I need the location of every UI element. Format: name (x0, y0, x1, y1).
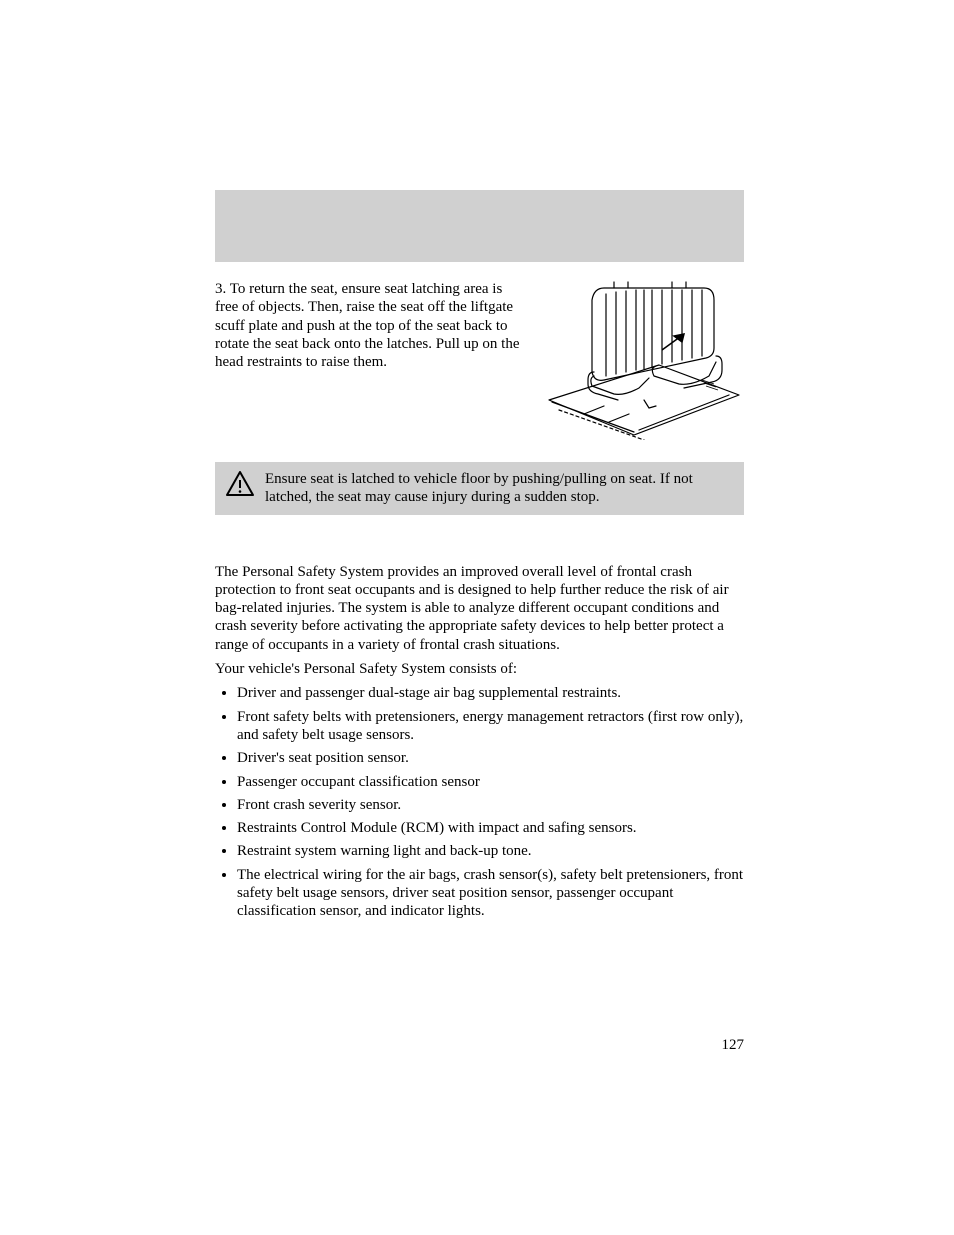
list-item: Front safety belts with pretensioners, e… (237, 708, 744, 745)
step-3-text: 3. To return the seat, ensure seat latch… (215, 280, 526, 371)
rear-bench-seat-return-illustration (544, 280, 744, 440)
section-lead-in: Your vehicle's Personal Safety System co… (215, 660, 744, 678)
list-item: Front crash severity sensor. (237, 796, 744, 814)
warning-text: Ensure seat is latched to vehicle floor … (265, 470, 734, 507)
list-item: Restraint system warning light and back-… (237, 842, 744, 860)
section-intro: The Personal Safety System provides an i… (215, 563, 744, 654)
page-content: 3. To return the seat, ensure seat latch… (215, 190, 744, 921)
page-number: 127 (722, 1037, 745, 1054)
safety-system-components-list: Driver and passenger dual-stage air bag … (215, 684, 744, 920)
list-item: Driver's seat position sensor. (237, 749, 744, 767)
warning-triangle-icon (225, 470, 255, 498)
list-item: Driver and passenger dual-stage air bag … (237, 684, 744, 702)
step-3-row: 3. To return the seat, ensure seat latch… (215, 280, 744, 440)
manual-page: 3. To return the seat, ensure seat latch… (0, 0, 954, 1235)
list-item: The electrical wiring for the air bags, … (237, 866, 744, 921)
warning-callout: Ensure seat is latched to vehicle floor … (215, 462, 744, 515)
list-item: Passenger occupant classification sensor (237, 773, 744, 791)
list-item: Restraints Control Module (RCM) with imp… (237, 819, 744, 837)
